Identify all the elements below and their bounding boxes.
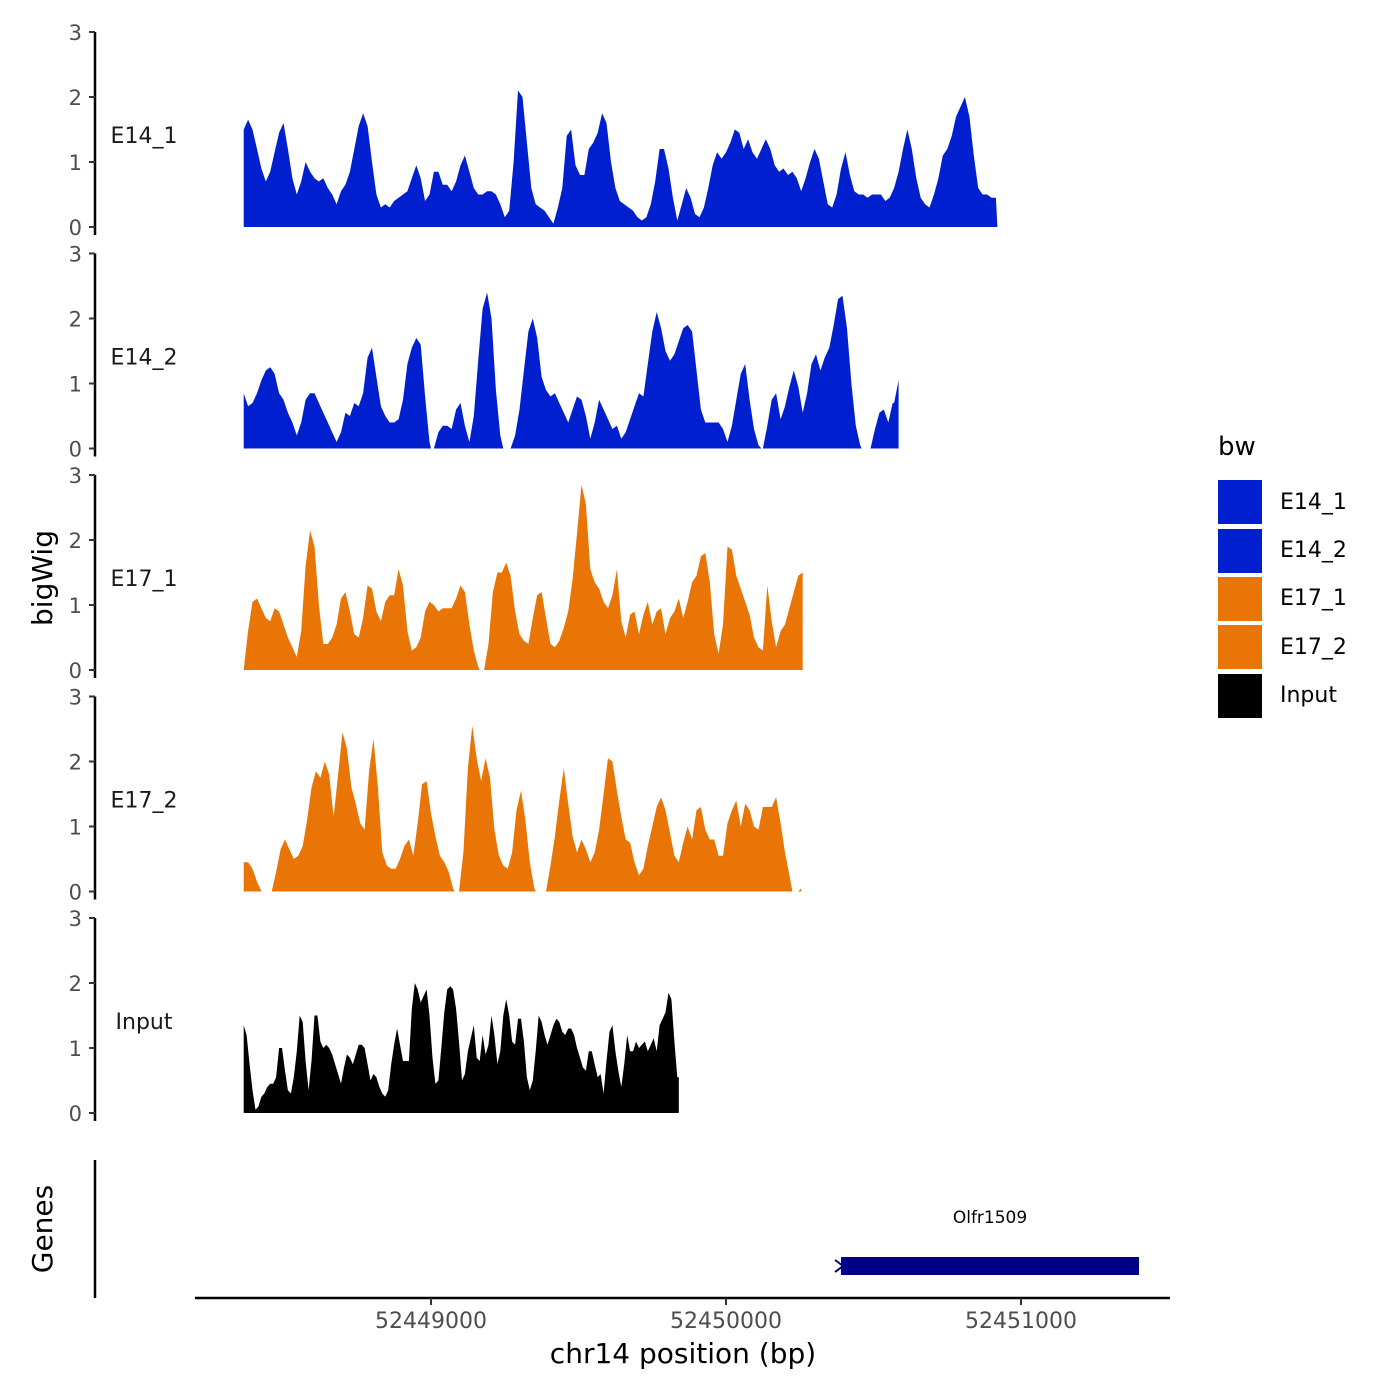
legend-title: bw	[1218, 432, 1256, 462]
legend-item-E14_1: E14_1	[1218, 478, 1347, 526]
y-tick-label: 0	[69, 1102, 82, 1126]
y-tick-label: 1	[69, 151, 82, 175]
y-tick-label: 2	[69, 308, 82, 332]
legend-swatch	[1218, 625, 1262, 670]
legend-item-E17_2: E17_2	[1218, 623, 1347, 671]
y-tick-label: 2	[69, 751, 82, 775]
y-tick-label: 2	[69, 972, 82, 996]
y-tick-label: 1	[69, 1037, 82, 1061]
y-tick-label: 1	[69, 594, 82, 618]
gene-strand-arrow	[834, 1259, 845, 1273]
x-axis-title: chr14 position (bp)	[550, 1337, 816, 1370]
gene-label: Olfr1509	[953, 1208, 1027, 1228]
genes-axis-title: Genes	[26, 1185, 59, 1273]
legend-item-Input: Input	[1218, 672, 1347, 720]
x-tick-label: 52449000	[375, 1309, 487, 1334]
legend-item-E17_1: E17_1	[1218, 575, 1347, 623]
y-tick-label: 0	[69, 881, 82, 905]
y-tick-label: 2	[69, 529, 82, 553]
panel-label-E14_1: E14_1	[111, 124, 178, 149]
panel-label-Input: Input	[116, 1010, 173, 1035]
legend-label: E14_2	[1280, 538, 1347, 564]
y-tick-label: 3	[69, 686, 82, 710]
x-tick-label: 52451000	[965, 1309, 1077, 1334]
x-tick-label: 52450000	[670, 1309, 782, 1334]
y-axis-title: bigWig	[26, 530, 59, 626]
area-Input	[243, 983, 679, 1113]
legend: bw E14_1 E14_2 E17_1 E17_2 Input	[1218, 432, 1347, 720]
y-tick-label: 3	[69, 21, 82, 45]
panel-label-E14_2: E14_2	[111, 346, 178, 371]
panel-label-E17_2: E17_2	[111, 789, 178, 814]
legend-label: E17_1	[1280, 586, 1347, 612]
area-E14_2	[243, 292, 899, 449]
y-tick-label: 0	[69, 659, 82, 683]
y-tick-label: 3	[69, 907, 82, 931]
legend-swatch	[1218, 576, 1262, 621]
y-tick-label: 0	[69, 216, 82, 240]
legend-swatch	[1218, 528, 1262, 573]
legend-label: E17_2	[1280, 634, 1347, 660]
y-tick-label: 1	[69, 816, 82, 840]
legend-swatch	[1218, 480, 1262, 525]
area-E14_1	[243, 90, 998, 227]
panel-label-E17_1: E17_1	[111, 567, 178, 592]
y-tick-label: 3	[69, 243, 82, 267]
area-E17_1	[243, 484, 803, 670]
legend-swatch	[1218, 673, 1262, 718]
area-E17_2	[243, 725, 802, 892]
y-tick-label: 0	[69, 438, 82, 462]
y-tick-label: 1	[69, 373, 82, 397]
legend-label: Input	[1280, 683, 1337, 709]
gene-body-Olfr1509	[841, 1257, 1139, 1275]
y-tick-label: 3	[69, 464, 82, 488]
y-tick-label: 2	[69, 86, 82, 110]
legend-label: E14_1	[1280, 489, 1347, 515]
legend-item-E14_2: E14_2	[1218, 526, 1347, 574]
